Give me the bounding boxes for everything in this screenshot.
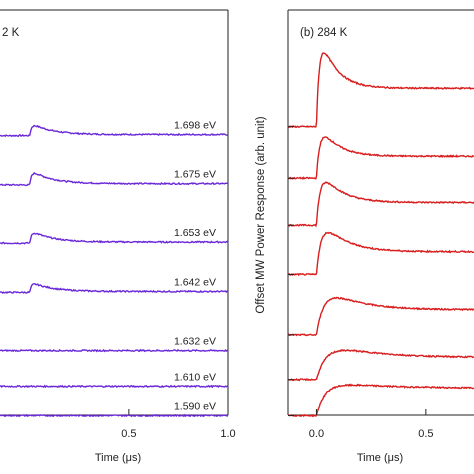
- panel-b-series-line-3: [287, 231, 474, 277]
- panel-a-x-ticks: 0.5 1.0: [121, 409, 236, 440]
- panel-a-series-line-4: [0, 348, 229, 353]
- energy-label: 1.698 eV: [174, 120, 216, 132]
- panel-b-y-axis-label: Offset MW Power Response (arb. unit): [255, 116, 267, 313]
- panel-a-series-line-2: [0, 232, 229, 245]
- panel-b-x-axis-label: Time (μs): [357, 452, 403, 464]
- panel-b-curves: [287, 52, 474, 418]
- panel-b: (b) 284 K Offset MW Power Response (arb.…: [255, 9, 474, 464]
- panel-a-label: 2 K: [2, 27, 20, 39]
- energy-label: 1.590 eV: [174, 401, 216, 413]
- panel-a-series-line-3: [0, 283, 229, 294]
- panel-b-series-line-0: [287, 52, 474, 129]
- energy-label: 1.610 eV: [174, 371, 216, 383]
- x-tick-label: 0.5: [418, 428, 433, 440]
- energy-label: 1.642 eV: [174, 277, 216, 289]
- panel-b-series-line-2: [287, 181, 474, 228]
- x-tick-label: 0.5: [121, 428, 136, 440]
- panel-b-series-line-5: [287, 349, 474, 382]
- panel-b-series-line-6: [287, 383, 474, 418]
- panel-a-series-line-6: [0, 413, 229, 418]
- panel-b-x-ticks: 0.0 0.5: [288, 126, 434, 440]
- x-tick-label: 0.0: [309, 428, 324, 440]
- panel-a: 2 K 1.698 eV 1.675 eV 1.653 eV 1.642 eV 1.63…: [0, 9, 236, 464]
- energy-label: 1.632 eV: [174, 336, 216, 348]
- energy-label: 1.675 eV: [174, 169, 216, 181]
- x-tick-label: 1.0: [220, 428, 235, 440]
- panel-b-label: (b) 284 K: [300, 27, 348, 39]
- panel-a-curves: [0, 124, 229, 418]
- panel-a-series-line-1: [0, 171, 229, 187]
- panel-a-series-line-0: [0, 124, 229, 138]
- energy-label: 1.653 eV: [174, 227, 216, 239]
- panel-a-x-axis-label: Time (μs): [95, 452, 141, 464]
- panel-a-series-line-5: [0, 384, 229, 389]
- panel-b-series-line-1: [287, 136, 474, 181]
- panel-b-series-line-4: [287, 296, 474, 337]
- panel-a-energy-labels: 1.698 eV 1.675 eV 1.653 eV 1.642 eV 1.632 eV…: [174, 120, 216, 413]
